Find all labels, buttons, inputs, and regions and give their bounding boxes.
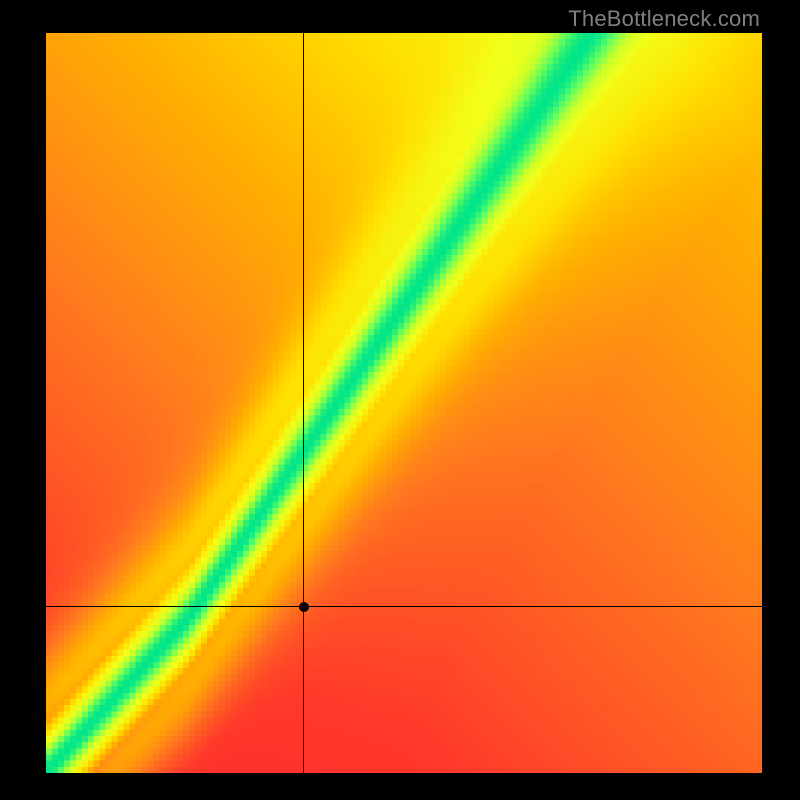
chart-root: TheBottleneck.com [0,0,800,800]
heatmap-canvas [46,33,762,773]
heatmap-panel [46,33,762,773]
watermark-text: TheBottleneck.com [568,6,760,32]
